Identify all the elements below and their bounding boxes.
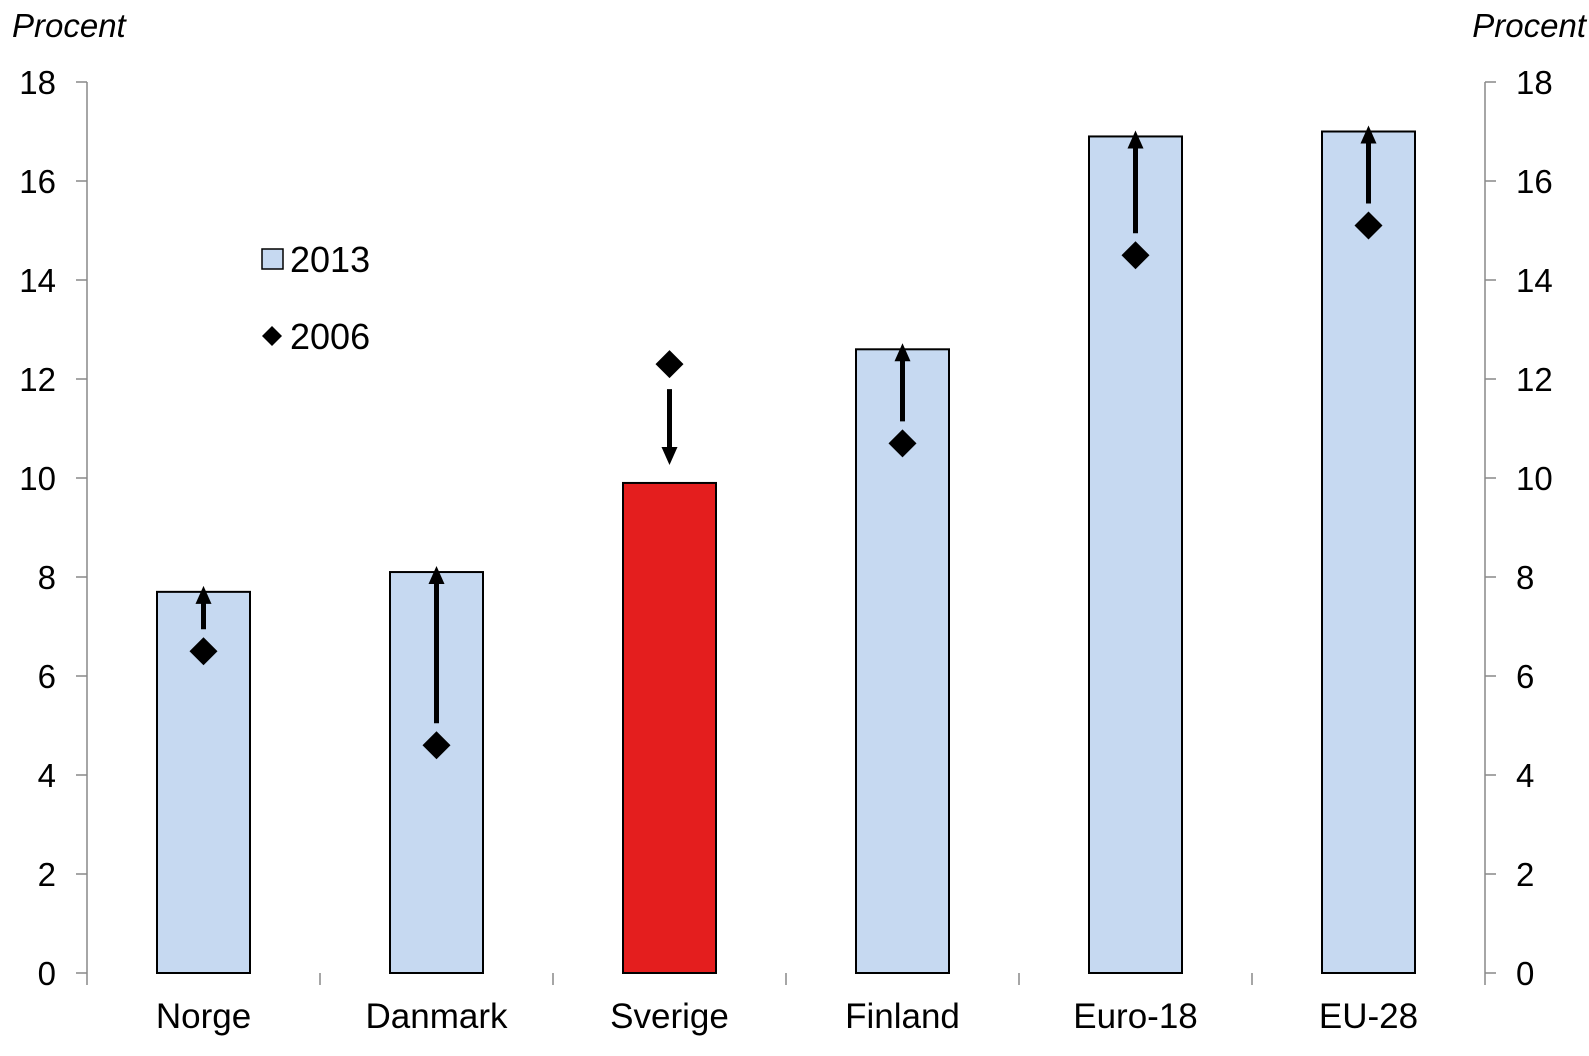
bar-2013-eu-28 (1321, 130, 1416, 974)
markers-group (189, 211, 1383, 760)
left-axis-tick-label: 18 (19, 64, 56, 101)
change-arrow-up-icon (894, 343, 911, 362)
category-label: Euro-18 (1073, 997, 1198, 1036)
left-axis-tick-label: 8 (38, 559, 56, 596)
change-arrow-down-icon (661, 446, 678, 465)
marker-2006-norge (189, 637, 218, 666)
right-axis-tick-label: 8 (1516, 559, 1534, 596)
category-label: Finland (845, 997, 960, 1036)
left-axis-tick-label: 10 (19, 460, 56, 497)
marker-2006-euro-18 (1121, 241, 1150, 270)
left-axis-tick-label: 4 (38, 757, 56, 794)
right-axis-tick-label: 12 (1516, 361, 1553, 398)
left-axis-tick-label: 14 (19, 262, 56, 299)
legend-label-2013: 2013 (290, 239, 370, 280)
right-axis-tick-label: 16 (1516, 163, 1553, 200)
legend: 2013 2006 (261, 239, 370, 357)
marker-2006-eu-28 (1354, 211, 1383, 240)
marker-2006-finland (888, 429, 917, 458)
arrows-group (195, 125, 1377, 724)
left-axis-unit-label: Procent (12, 7, 128, 44)
bar-2013-euro-18 (1088, 135, 1183, 974)
category-label: Danmark (366, 997, 508, 1036)
left-axis-tick-label: 16 (19, 163, 56, 200)
legend-swatch-2006-diamond-icon (262, 326, 282, 346)
legend-label-2006: 2006 (290, 316, 370, 357)
right-axis-tick-label: 6 (1516, 658, 1534, 695)
left-axis-tick-label: 0 (38, 955, 56, 992)
marker-2006-sverige (655, 350, 684, 379)
right-axis-unit-label: Procent (1472, 7, 1588, 44)
right-axis-tick-label: 14 (1516, 262, 1553, 299)
category-label: Sverige (610, 997, 729, 1036)
bar-2013-sverige (622, 481, 717, 974)
left-axis-tick-label: 12 (19, 361, 56, 398)
right-axis-tick-label: 18 (1516, 64, 1553, 101)
left-axis-tick-label: 6 (38, 658, 56, 695)
right-axis-tick-label: 0 (1516, 955, 1534, 992)
right-axis-tick-label: 4 (1516, 757, 1534, 794)
category-label: Norge (156, 997, 251, 1036)
change-arrow-up-icon (428, 566, 445, 585)
right-axis-tick-label: 10 (1516, 460, 1553, 497)
right-axis-tick-label: 2 (1516, 856, 1534, 893)
change-arrow-up-icon (1127, 130, 1144, 149)
category-label: EU-28 (1319, 997, 1418, 1036)
marker-2006-danmark (422, 731, 451, 760)
change-arrow-up-icon (195, 585, 212, 604)
axes-group: 0 0 2 2 4 4 6 6 8 8 10 10 12 12 14 14 16 16 18 18 Norge Danma… (19, 64, 1552, 1036)
change-arrow-up-icon (1360, 125, 1377, 144)
legend-swatch-2013 (261, 248, 284, 270)
left-axis-tick-label: 2 (38, 856, 56, 893)
